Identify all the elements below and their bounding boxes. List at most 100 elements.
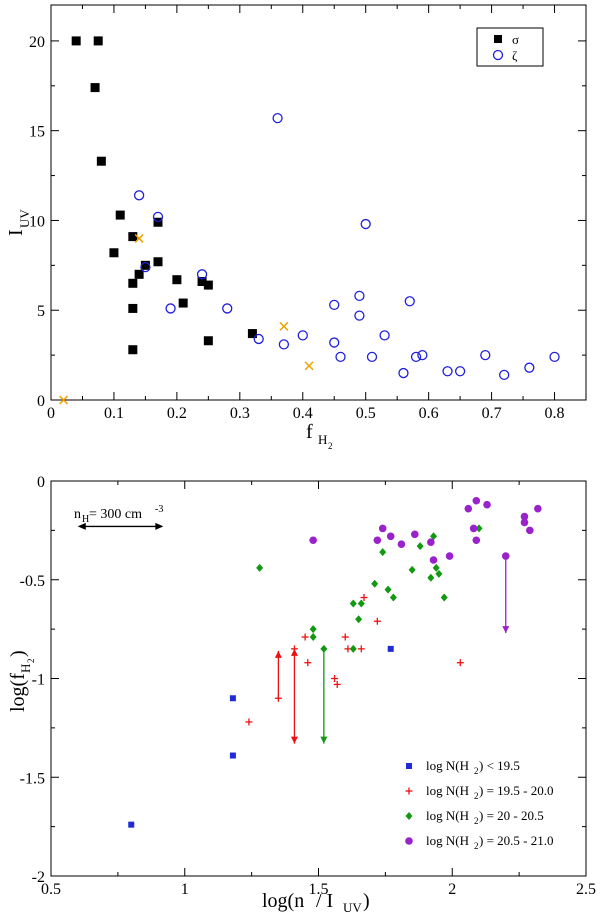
annotation-rest: = 300 cm bbox=[89, 507, 142, 522]
top-legend: σ ζ bbox=[476, 27, 544, 67]
bottom-y-axis-label: log(f H 2 ) bbox=[7, 650, 36, 712]
zeta-point bbox=[196, 269, 208, 280]
top-x-tick-label: 0.3 bbox=[230, 405, 250, 422]
sigma-point bbox=[247, 329, 257, 339]
zeta-point bbox=[354, 310, 365, 321]
arrow-head bbox=[290, 736, 298, 744]
bottom-y-tick-label: -1.5 bbox=[20, 770, 45, 787]
zeta-point bbox=[454, 366, 466, 377]
bottom-legend-label-main: log N(H bbox=[426, 833, 469, 848]
red-plus-point bbox=[341, 633, 349, 641]
limit-arrow bbox=[274, 650, 282, 699]
green-diamond-point bbox=[389, 593, 397, 602]
bottom-x-tick-label: 1 bbox=[181, 881, 189, 898]
legend-label-sigma: σ bbox=[512, 32, 519, 47]
purple-circle-point bbox=[472, 536, 481, 545]
top-panel: 0 0.1 0.2 0.3 0.4 0.5 0.6 0.7 0.8 0 5 10 15 20 f H 2… bbox=[5, 4, 587, 451]
top-x-tick-label: 0.2 bbox=[167, 405, 187, 422]
red-plus-point bbox=[373, 617, 381, 625]
purple-circle-point bbox=[464, 504, 473, 513]
red-plus-point bbox=[245, 718, 253, 726]
limit-arrow bbox=[320, 648, 328, 744]
top-y-tick-label: 0 bbox=[37, 393, 45, 410]
annotation-n: n bbox=[74, 507, 81, 522]
zeta-point bbox=[366, 351, 378, 363]
bottom-x-tick-label: 2 bbox=[448, 881, 456, 898]
annotation-arrow-right-head bbox=[155, 522, 164, 530]
sigma-point bbox=[128, 303, 138, 313]
top-y-axis-label: I UV bbox=[5, 209, 32, 236]
sigma-point bbox=[93, 36, 103, 46]
blue-square-point bbox=[229, 695, 236, 702]
sigma-point bbox=[115, 210, 125, 220]
bottom-y-tick-label: 0 bbox=[37, 474, 45, 491]
purple-circle-point bbox=[520, 512, 529, 521]
bottom-legend-entry: log N(H 2) = 20.5 - 21.0 bbox=[405, 833, 554, 851]
bottom-xlabel-end: ) bbox=[363, 890, 370, 912]
bottom-legend-label-main: log N(H bbox=[426, 758, 469, 773]
bottom-legend-entry: log N(H 2) = 19.5 - 20.0 bbox=[405, 783, 554, 801]
bottom-legend-label-sub: 2 bbox=[474, 816, 479, 826]
sigma-point bbox=[178, 298, 188, 308]
zeta-point bbox=[272, 112, 283, 124]
bottom-x-tick-label: 2.5 bbox=[576, 881, 596, 898]
top-ylabel-sub: UV bbox=[17, 209, 32, 228]
green-diamond-point bbox=[309, 633, 317, 642]
zeta-point bbox=[442, 366, 453, 377]
bottom-y-tick-label: -0.5 bbox=[20, 573, 45, 590]
zeta-point bbox=[222, 303, 233, 314]
red-plus-point bbox=[357, 645, 365, 653]
top-x-tick-label: 0.8 bbox=[545, 405, 565, 422]
purple-circle-point bbox=[373, 536, 382, 545]
bottom-ylabel-main: log(f bbox=[7, 673, 29, 712]
purple-circle-point bbox=[501, 552, 510, 560]
zeta-point bbox=[253, 333, 264, 345]
arrow-head bbox=[320, 736, 328, 744]
top-x-ticks: 0 0.1 0.2 0.3 0.4 0.5 0.6 0.7 0.8 bbox=[47, 5, 565, 422]
purple-circle-point bbox=[397, 540, 406, 548]
bottom-legend-entry: log N(H 2) < 19.5 bbox=[406, 758, 520, 776]
bottom-legend-label-main: log N(H bbox=[426, 808, 469, 823]
red-plus-point bbox=[290, 645, 298, 653]
bottom-legend-label-rest: ) = 19.5 - 20.0 bbox=[479, 783, 554, 798]
zeta-point bbox=[404, 296, 415, 307]
purple-circle-point bbox=[386, 532, 395, 541]
legend-marker-zeta bbox=[492, 49, 504, 61]
red-plus-point bbox=[333, 680, 341, 688]
legend-label-zeta: ζ bbox=[512, 48, 518, 63]
red-plus-point bbox=[456, 659, 464, 667]
green-diamond-point bbox=[371, 579, 379, 588]
sigma-point bbox=[128, 232, 138, 242]
top-plot-frame bbox=[50, 4, 587, 401]
zeta-point bbox=[278, 339, 290, 350]
bottom-legend-marker bbox=[405, 812, 413, 820]
zeta-point bbox=[398, 367, 409, 379]
purple-circle-point bbox=[411, 530, 419, 539]
purple-circle-point bbox=[429, 556, 438, 564]
bottom-annotation: n H = 300 cm -3 bbox=[74, 504, 164, 530]
sigma-point bbox=[128, 345, 138, 355]
bottom-y-tick-label: -2 bbox=[32, 869, 45, 886]
green-diamond-point bbox=[408, 565, 416, 574]
bottom-legend-label-rest: ) = 20 - 20.5 bbox=[479, 808, 544, 823]
top-y-tick-label: 20 bbox=[29, 34, 45, 51]
bottom-x-tick-label: 1.5 bbox=[309, 881, 329, 898]
top-x-tick-label: 0.1 bbox=[104, 405, 124, 422]
purple-circle-point bbox=[469, 524, 478, 533]
purple-circle-point bbox=[427, 538, 435, 547]
purple-circle-point bbox=[526, 526, 534, 535]
sigma-point bbox=[203, 280, 213, 290]
bottom-ylabel-sub: H bbox=[18, 664, 33, 673]
bottom-ylabel-end: ) bbox=[7, 650, 29, 657]
purple-circle-point bbox=[445, 552, 454, 560]
red-plus-point bbox=[301, 633, 309, 641]
arrow-head bbox=[274, 650, 282, 658]
green-diamond-point bbox=[349, 644, 357, 653]
top-y-tick-label: 10 bbox=[29, 213, 45, 230]
annotation-sub: H bbox=[82, 514, 89, 525]
zeta-point bbox=[297, 330, 308, 341]
bottom-legend-entry: log N(H 2) = 20 - 20.5 bbox=[405, 808, 544, 826]
bottom-limit-arrows bbox=[274, 556, 510, 744]
bottom-legend-label-sub: 2 bbox=[474, 791, 479, 801]
zeta-point bbox=[499, 369, 510, 381]
